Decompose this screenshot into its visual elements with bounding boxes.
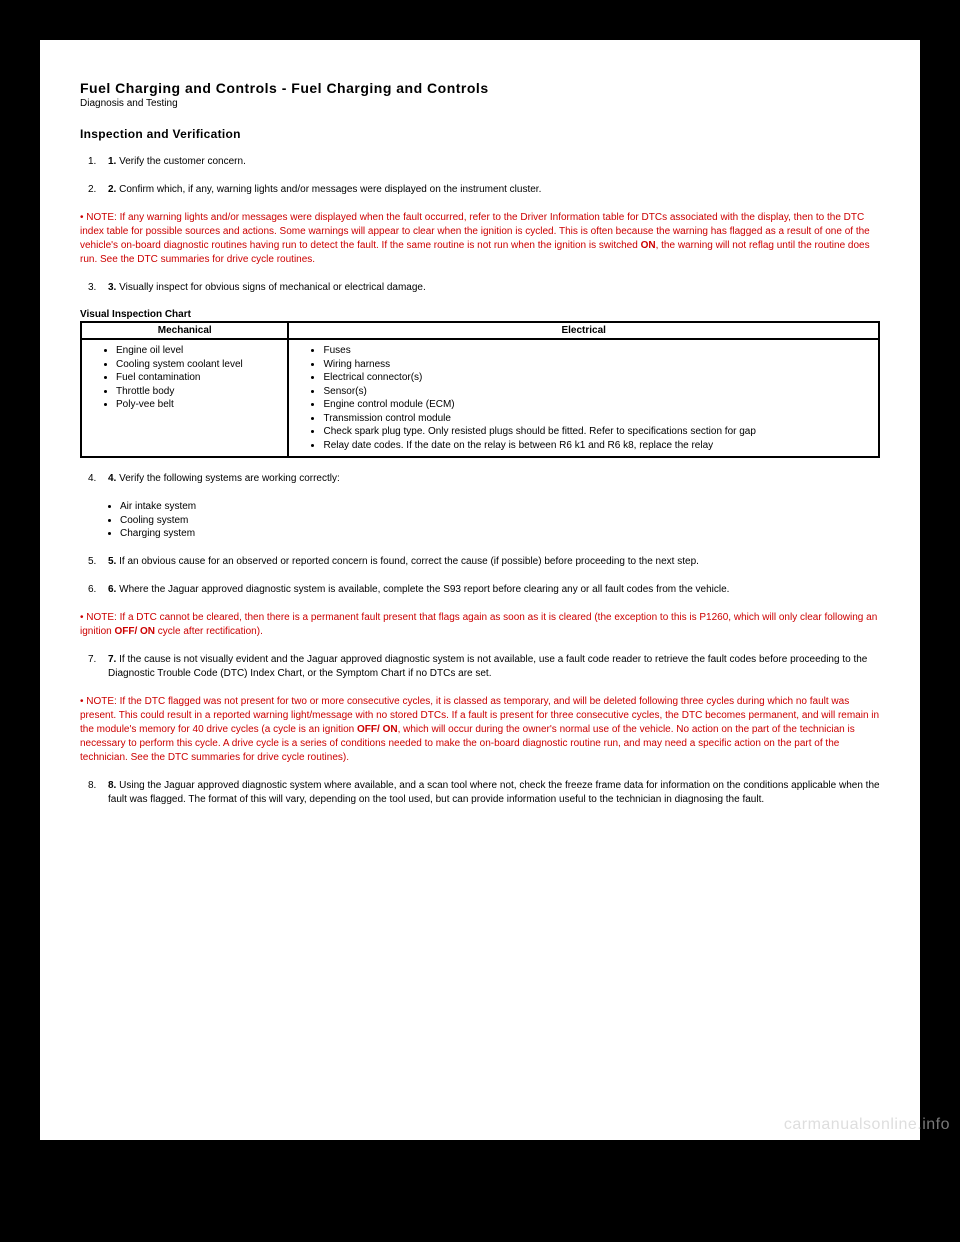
- steps-list-f: 8. 8. Using the Jaguar approved diagnost…: [80, 779, 880, 807]
- step-text: If an obvious cause for an observed or r…: [119, 556, 699, 567]
- step-item: 4. 4. Verify the following systems are w…: [80, 472, 880, 486]
- step-inner-num: 6.: [108, 584, 116, 595]
- electrical-list: Fuses Wiring harness Electrical connecto…: [295, 344, 872, 452]
- step-inner-num: 4.: [108, 473, 116, 484]
- list-item: Fuel contamination: [116, 371, 281, 385]
- list-item: Engine oil level: [116, 344, 281, 358]
- visual-inspection-chart: Mechanical Electrical Engine oil level C…: [80, 321, 880, 458]
- step-outer-num: 7.: [88, 653, 96, 667]
- list-item: Air intake system: [120, 500, 880, 514]
- document-page: Fuel Charging and Controls - Fuel Chargi…: [40, 40, 920, 1140]
- list-item: Charging system: [120, 527, 880, 541]
- list-item: Electrical connector(s): [323, 371, 872, 385]
- watermark: carmanualsonline.info: [784, 1116, 950, 1134]
- mechanical-list: Engine oil level Cooling system coolant …: [88, 344, 281, 412]
- list-item: Poly-vee belt: [116, 398, 281, 412]
- systems-list: Air intake system Cooling system Chargin…: [80, 500, 880, 541]
- step-inner-num: 5.: [108, 556, 116, 567]
- step-item: 5. 5. If an obvious cause for an observe…: [80, 555, 880, 569]
- note-block: • NOTE: If the DTC flagged was not prese…: [80, 695, 880, 765]
- list-item: Fuses: [323, 344, 872, 358]
- step-outer-num: 5.: [88, 555, 96, 569]
- step-outer-num: 1.: [88, 155, 96, 169]
- list-item: Relay date codes. If the date on the rel…: [323, 439, 872, 453]
- table-header: Mechanical: [81, 322, 288, 339]
- list-item: Cooling system coolant level: [116, 358, 281, 372]
- note-bold: OFF/ ON: [357, 724, 398, 735]
- step-inner-num: 8.: [108, 780, 116, 791]
- list-item: Wiring harness: [323, 358, 872, 372]
- list-item: Engine control module (ECM): [323, 398, 872, 412]
- step-text: Using the Jaguar approved diagnostic sys…: [108, 780, 880, 805]
- mechanical-cell: Engine oil level Cooling system coolant …: [81, 339, 288, 457]
- chart-title: Visual Inspection Chart: [80, 309, 880, 320]
- list-item: Sensor(s): [323, 385, 872, 399]
- step-item: 1. 1. Verify the customer concern.: [80, 155, 880, 169]
- note-text: cycle after rectification).: [155, 626, 263, 637]
- steps-list-a: 1. 1. Verify the customer concern. 2. 2.…: [80, 155, 880, 197]
- step-inner-num: 3.: [108, 282, 116, 293]
- step-item: 6. 6. Where the Jaguar approved diagnost…: [80, 583, 880, 597]
- note-bold: OFF/ ON: [114, 626, 155, 637]
- page-title: Fuel Charging and Controls - Fuel Chargi…: [80, 80, 880, 96]
- steps-list-e: 7. 7. If the cause is not visually evide…: [80, 653, 880, 681]
- step-outer-num: 6.: [88, 583, 96, 597]
- step-item: 3. 3. Visually inspect for obvious signs…: [80, 281, 880, 295]
- step-text: Confirm which, if any, warning lights an…: [119, 184, 541, 195]
- table-header-row: Mechanical Electrical: [81, 322, 879, 339]
- step-text: Visually inspect for obvious signs of me…: [119, 282, 426, 293]
- note-block: • NOTE: If a DTC cannot be cleared, then…: [80, 611, 880, 639]
- list-item: Throttle body: [116, 385, 281, 399]
- steps-list-c: 4. 4. Verify the following systems are w…: [80, 472, 880, 486]
- step-inner-num: 1.: [108, 156, 116, 167]
- step-outer-num: 3.: [88, 281, 96, 295]
- section-heading: Inspection and Verification: [80, 127, 880, 141]
- step-outer-num: 8.: [88, 779, 96, 793]
- note-bold: ON: [641, 240, 656, 251]
- step-inner-num: 2.: [108, 184, 116, 195]
- step-item: 2. 2. Confirm which, if any, warning lig…: [80, 183, 880, 197]
- step-text: Verify the following systems are working…: [119, 473, 340, 484]
- table-row: Engine oil level Cooling system coolant …: [81, 339, 879, 457]
- step-inner-num: 7.: [108, 654, 116, 665]
- step-text: Where the Jaguar approved diagnostic sys…: [119, 584, 729, 595]
- electrical-cell: Fuses Wiring harness Electrical connecto…: [288, 339, 879, 457]
- page-subtitle: Diagnosis and Testing: [80, 98, 880, 109]
- step-outer-num: 2.: [88, 183, 96, 197]
- steps-list-d: 5. 5. If an obvious cause for an observe…: [80, 555, 880, 597]
- list-item: Transmission control module: [323, 412, 872, 426]
- table-header: Electrical: [288, 322, 879, 339]
- step-item: 7. 7. If the cause is not visually evide…: [80, 653, 880, 681]
- steps-list-b: 3. 3. Visually inspect for obvious signs…: [80, 281, 880, 295]
- list-item: Cooling system: [120, 514, 880, 528]
- note-block: • NOTE: If any warning lights and/or mes…: [80, 211, 880, 267]
- step-item: 8. 8. Using the Jaguar approved diagnost…: [80, 779, 880, 807]
- list-item: Check spark plug type. Only resisted plu…: [323, 425, 872, 439]
- step-text: If the cause is not visually evident and…: [108, 654, 867, 679]
- step-outer-num: 4.: [88, 472, 96, 486]
- step-text: Verify the customer concern.: [119, 156, 246, 167]
